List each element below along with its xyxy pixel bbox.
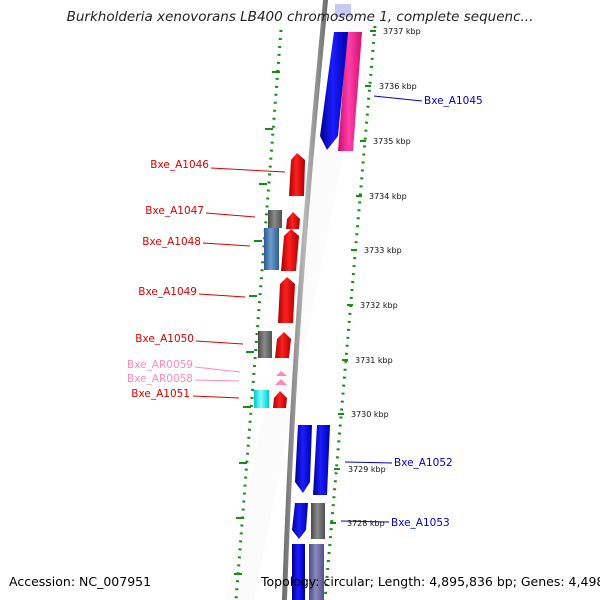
- gene-A1053-blue[interactable]: [292, 503, 308, 539]
- gene-A1050-red[interactable]: [275, 332, 291, 358]
- rna-AR0059[interactable]: [276, 371, 287, 376]
- label-Bxe_A1051[interactable]: Bxe_A1051: [131, 388, 190, 400]
- gene-A1045-pink[interactable]: [338, 32, 362, 151]
- kbp-label: 3734 kbp: [369, 192, 407, 201]
- label-Bxe_AR0058[interactable]: Bxe_AR0058: [127, 373, 193, 385]
- rna-AR0058[interactable]: [275, 379, 287, 385]
- kbp-label: 3735 kbp: [373, 137, 411, 146]
- gene-A1046[interactable]: [289, 153, 305, 196]
- kbp-label: 3731 kbp: [355, 356, 393, 365]
- label-Bxe_A1045[interactable]: Bxe_A1045: [424, 95, 483, 107]
- kbp-label: 3736 kbp: [379, 82, 417, 91]
- label-Bxe_A1049[interactable]: Bxe_A1049: [138, 286, 197, 298]
- topology-text: Topology: circular; Length: 4,895,836 bp…: [261, 574, 600, 589]
- gene-A1053-gray[interactable]: [311, 503, 325, 539]
- gene-A1048-red[interactable]: [281, 229, 299, 271]
- gene-A1047-gray[interactable]: [268, 210, 282, 228]
- kbp-label: 3733 kbp: [364, 246, 402, 255]
- map-title: Burkholderia xenovorans LB400 chromosome…: [66, 9, 534, 25]
- gene-A1047-red[interactable]: [286, 212, 300, 229]
- gene-A1051-cyan[interactable]: [254, 390, 269, 408]
- gene-A1048-steel[interactable]: [264, 228, 279, 270]
- label-Bxe_A1046[interactable]: Bxe_A1046: [150, 159, 209, 171]
- outer-major-ticks: [234, 71, 280, 575]
- kbp-label: 3730 kbp: [351, 410, 389, 419]
- inner-major-ticks: [330, 30, 376, 524]
- label-connectors: [192, 95, 423, 523]
- gene-A1050-gray[interactable]: [258, 331, 272, 358]
- gene-A1052-left[interactable]: [295, 425, 312, 493]
- gene-A1052-right[interactable]: [313, 425, 330, 495]
- kbp-label: 3737 kbp: [383, 27, 421, 36]
- kbp-label: 3732 kbp: [360, 301, 398, 310]
- gene-bottom-slate[interactable]: [309, 544, 324, 600]
- gene-A1049[interactable]: [278, 277, 295, 323]
- accession-text: Accession: NC_007951: [9, 574, 152, 589]
- gene-A1051-red[interactable]: [273, 391, 287, 408]
- label-Bxe_A1047[interactable]: Bxe_A1047: [145, 205, 204, 217]
- label-Bxe_A1050[interactable]: Bxe_A1050: [135, 333, 194, 345]
- gene-bottom-blue[interactable]: [292, 544, 305, 600]
- inner-tick-ruler: [323, 25, 377, 600]
- label-Bxe_A1052[interactable]: Bxe_A1052: [394, 457, 453, 469]
- label-Bxe_A1053[interactable]: Bxe_A1053: [391, 517, 450, 529]
- kbp-label: 3728 kbp: [347, 519, 385, 528]
- label-Bxe_A1048[interactable]: Bxe_A1048: [142, 236, 201, 248]
- gene-adjacent-blue[interactable]: [320, 32, 348, 150]
- label-Bxe_AR0059[interactable]: Bxe_AR0059: [127, 359, 193, 371]
- kbp-label: 3729 kbp: [348, 465, 386, 474]
- top-feature[interactable]: [335, 4, 351, 17]
- chromosome-backbone: [282, 0, 328, 600]
